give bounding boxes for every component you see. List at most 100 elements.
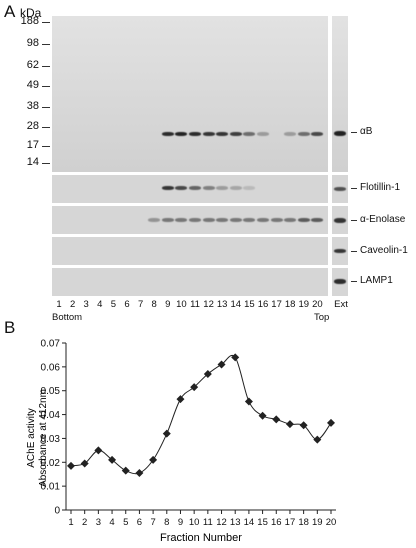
blot-band	[175, 186, 188, 190]
blot-band	[257, 132, 269, 136]
mw-marker-label: 38	[26, 100, 39, 112]
chart-x-tick-label: 15	[257, 517, 268, 528]
chart-y-tick-label: 0.06	[41, 362, 61, 373]
lane-number: 4	[97, 299, 103, 310]
chart-y-tick-label: 0.02	[41, 458, 61, 469]
panel-a-letter: A	[4, 2, 16, 21]
kda-unit-label: kDa	[20, 6, 42, 20]
chart-data-point	[149, 455, 158, 464]
chart-data-point	[217, 360, 226, 369]
chart-y-tick-label: 0.05	[41, 386, 61, 397]
blot-band	[161, 218, 174, 222]
blot-band	[334, 187, 346, 191]
blot-band	[175, 218, 188, 222]
blot-lamp1	[52, 268, 328, 296]
blot-band	[189, 186, 201, 190]
blot-band	[161, 186, 174, 190]
chart-data-point	[80, 459, 89, 468]
blot-band	[229, 186, 242, 190]
chart-x-tick-label: 6	[137, 517, 142, 528]
chart-x-tick-label: 12	[216, 517, 227, 528]
chart-x-tick-label: 5	[123, 517, 128, 528]
chart-series-line	[70, 354, 332, 475]
blot-band	[297, 218, 310, 222]
blot-band	[334, 279, 346, 284]
chart-y-tick-label: 0.03	[41, 434, 61, 445]
lane-number: 16	[257, 299, 269, 310]
chart-ylabel-line1: AChE activity	[26, 408, 37, 467]
mw-marker-tick	[42, 66, 50, 67]
label-tick	[351, 188, 357, 189]
chart-y-tick-label: 0.01	[41, 482, 61, 493]
blot-flotillin	[52, 175, 328, 203]
chart-x-tick-label: 11	[203, 517, 213, 528]
chart-x-tick-label: 13	[230, 517, 241, 528]
lane-number: 9	[165, 299, 171, 310]
chart-x-tick-label: 1	[68, 517, 73, 528]
chart-x-tick-label: 10	[189, 517, 200, 528]
chart-x-tick-label: 20	[326, 517, 337, 528]
lane-ext-label: Ext	[334, 299, 348, 310]
chart-data-point	[203, 370, 212, 379]
blot-enolase	[52, 206, 328, 234]
chart-y-tick-label: 0.04	[41, 410, 61, 421]
chart-data-point	[135, 469, 144, 478]
label-tick	[351, 132, 357, 133]
mw-marker-label: 49	[26, 79, 39, 91]
blot-band	[334, 131, 346, 136]
lane-number: 14	[230, 299, 242, 310]
chart-xlabel: Fraction Number	[160, 532, 242, 544]
blot-enolase-ext	[332, 206, 348, 234]
chart-data-point	[108, 455, 117, 464]
lane-number: 8	[151, 299, 157, 310]
mw-marker-label: 62	[26, 59, 39, 71]
blot-band	[189, 132, 201, 136]
lane-number: 15	[244, 299, 255, 310]
mw-marker-label: 98	[26, 37, 39, 49]
blot-band	[284, 218, 297, 222]
mw-marker-tick	[42, 107, 50, 108]
mw-marker-tick	[42, 22, 50, 23]
chart-x-tick-label: 7	[150, 517, 155, 528]
lane-number: 6	[124, 299, 130, 310]
chart-x-tick-label: 2	[82, 517, 87, 528]
chart-x-tick-label: 8	[164, 517, 169, 528]
chart-x-tick-label: 9	[178, 517, 183, 528]
chart-data-point	[94, 446, 103, 455]
blot-band	[229, 218, 242, 222]
blot-band	[311, 218, 324, 222]
lane-number: 20	[312, 299, 323, 310]
chart-data-point	[121, 466, 130, 475]
blot-caveolin-ext	[332, 237, 348, 265]
blot-band	[229, 132, 242, 136]
chart-x-tick-label: 19	[312, 517, 323, 528]
mw-marker-tick	[42, 44, 50, 45]
blot-band	[270, 218, 283, 222]
blot-caveolin	[52, 237, 328, 265]
lane-number: 12	[203, 299, 214, 310]
row-label-caveolin: Caveolin-1	[360, 245, 408, 256]
row-label-lamp1: LAMP1	[360, 275, 393, 286]
lane-number: 1	[56, 299, 62, 310]
chart-data-point	[231, 353, 240, 362]
blot-band	[148, 218, 161, 222]
blot-band	[243, 186, 256, 190]
lane-number: 10	[176, 299, 187, 310]
blot-band	[175, 132, 188, 136]
blot-band	[311, 132, 324, 136]
mw-marker-tick	[42, 127, 50, 128]
blot-band	[243, 132, 256, 136]
chart-data-point	[327, 418, 335, 427]
mw-marker-label: 28	[26, 120, 39, 132]
lane-number: 11	[190, 299, 200, 310]
top-label: Top	[314, 312, 330, 323]
chart-x-tick-label: 16	[271, 517, 282, 528]
panel-b-letter: B	[4, 318, 16, 337]
chart-y-tick-label: 0	[54, 506, 60, 517]
chart-data-point	[313, 435, 322, 444]
blot-band	[202, 218, 215, 222]
lane-number: 5	[110, 299, 117, 310]
blot-band	[189, 218, 201, 222]
blot-band	[216, 218, 229, 222]
